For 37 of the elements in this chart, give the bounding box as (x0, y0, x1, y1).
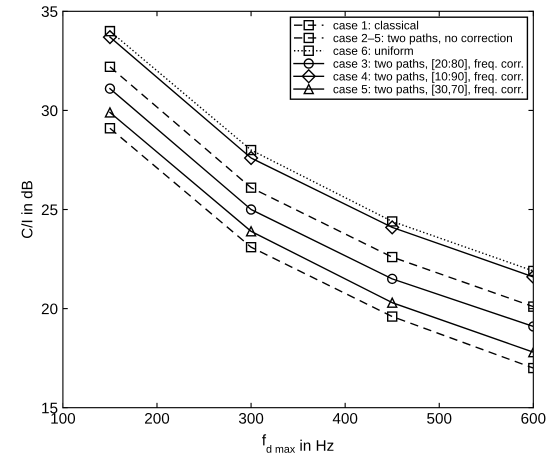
x-tick-label: 400 (332, 412, 358, 424)
point (104, 107, 116, 118)
y-axis-title: C/I in dB (21, 181, 32, 238)
y-tick-label: 20 (42, 303, 58, 314)
y-tick-label: 35 (42, 6, 58, 18)
y-tick-label: 15 (42, 402, 58, 414)
point (246, 242, 256, 252)
x-axis-title: fd max in Hz (262, 434, 334, 453)
point (104, 123, 116, 134)
x-tick-label: 200 (145, 412, 170, 424)
point (386, 311, 398, 322)
x-tick-label: 100 (51, 412, 76, 424)
point (246, 182, 256, 193)
point (386, 274, 398, 284)
x-tick-label: 300 (238, 412, 264, 424)
point (386, 216, 398, 227)
x-tick-label: 600 (521, 412, 546, 424)
point (386, 297, 398, 308)
legend-label: case 5: two paths, [30,70], freq. corr. (333, 84, 523, 96)
legend-label: case 6: uniform (333, 46, 413, 55)
y-tick-label: 25 (42, 204, 58, 216)
legend-label: case 2–5: two paths, no correction (333, 34, 512, 45)
point (102, 30, 118, 44)
point (104, 62, 116, 72)
legend-label: case 3: two paths, [20:80], freq. corr. (333, 59, 523, 70)
point (244, 150, 258, 166)
point (246, 144, 256, 156)
point (386, 252, 398, 262)
point (385, 220, 400, 234)
legend-label: case 1: classical (333, 20, 418, 30)
point (104, 26, 116, 36)
point (246, 226, 256, 237)
point (246, 204, 256, 215)
y-tick-label: 30 (42, 105, 58, 116)
point (104, 83, 116, 94)
x-tick-label: 500 (427, 412, 452, 424)
legend-label: case 4: two paths, [10:90], freq. corr. (333, 72, 523, 83)
